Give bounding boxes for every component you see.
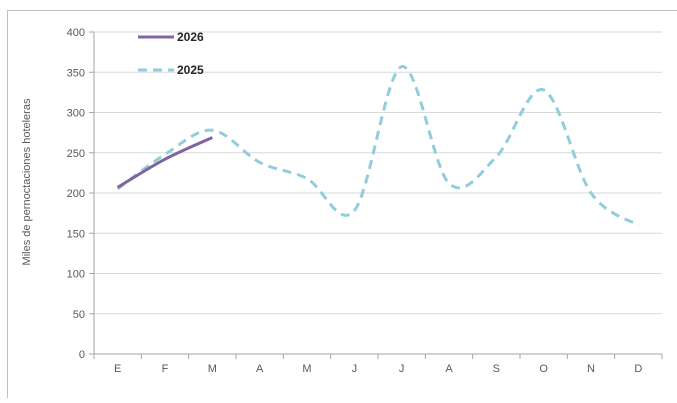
- y-tick-label: 350: [67, 67, 85, 79]
- y-tick-label: 50: [73, 309, 85, 321]
- x-tick-label: A: [445, 363, 453, 375]
- y-tick-label: 150: [67, 228, 85, 240]
- gridlines: [94, 31, 662, 315]
- x-tick-label: J: [352, 363, 358, 375]
- series-line-2025: [116, 65, 640, 227]
- x-tick-label: J: [399, 363, 405, 375]
- y-tick-labels: 0 50 100 150 200 250 300 350 400: [67, 27, 85, 361]
- y-tick-label: 100: [67, 269, 85, 281]
- x-tick-label: N: [587, 363, 595, 375]
- y-tick-label: 400: [67, 27, 85, 39]
- x-tick-label: A: [256, 363, 264, 375]
- series-lines: [116, 65, 640, 227]
- x-tick-label: E: [114, 363, 121, 375]
- legend: 2026 2025: [138, 30, 204, 77]
- series-line-2026: [116, 136, 213, 189]
- legend-label-2026: 2026: [177, 30, 204, 44]
- x-tick-label: O: [539, 363, 548, 375]
- y-axis-title: Miles de pernoctaciones hoteleras: [21, 98, 33, 265]
- y-tick-label: 200: [67, 188, 85, 200]
- legend-label-2025: 2025: [177, 63, 204, 77]
- x-tick-label: M: [302, 363, 311, 375]
- x-tick-label: F: [162, 363, 169, 375]
- axes: [89, 31, 663, 359]
- x-tick-label: S: [493, 363, 500, 375]
- y-tick-label: 250: [67, 148, 85, 160]
- x-tick-label: D: [634, 363, 642, 375]
- x-tick-label: M: [208, 363, 217, 375]
- y-tick-label: 0: [79, 349, 85, 361]
- y-tick-label: 300: [67, 108, 85, 120]
